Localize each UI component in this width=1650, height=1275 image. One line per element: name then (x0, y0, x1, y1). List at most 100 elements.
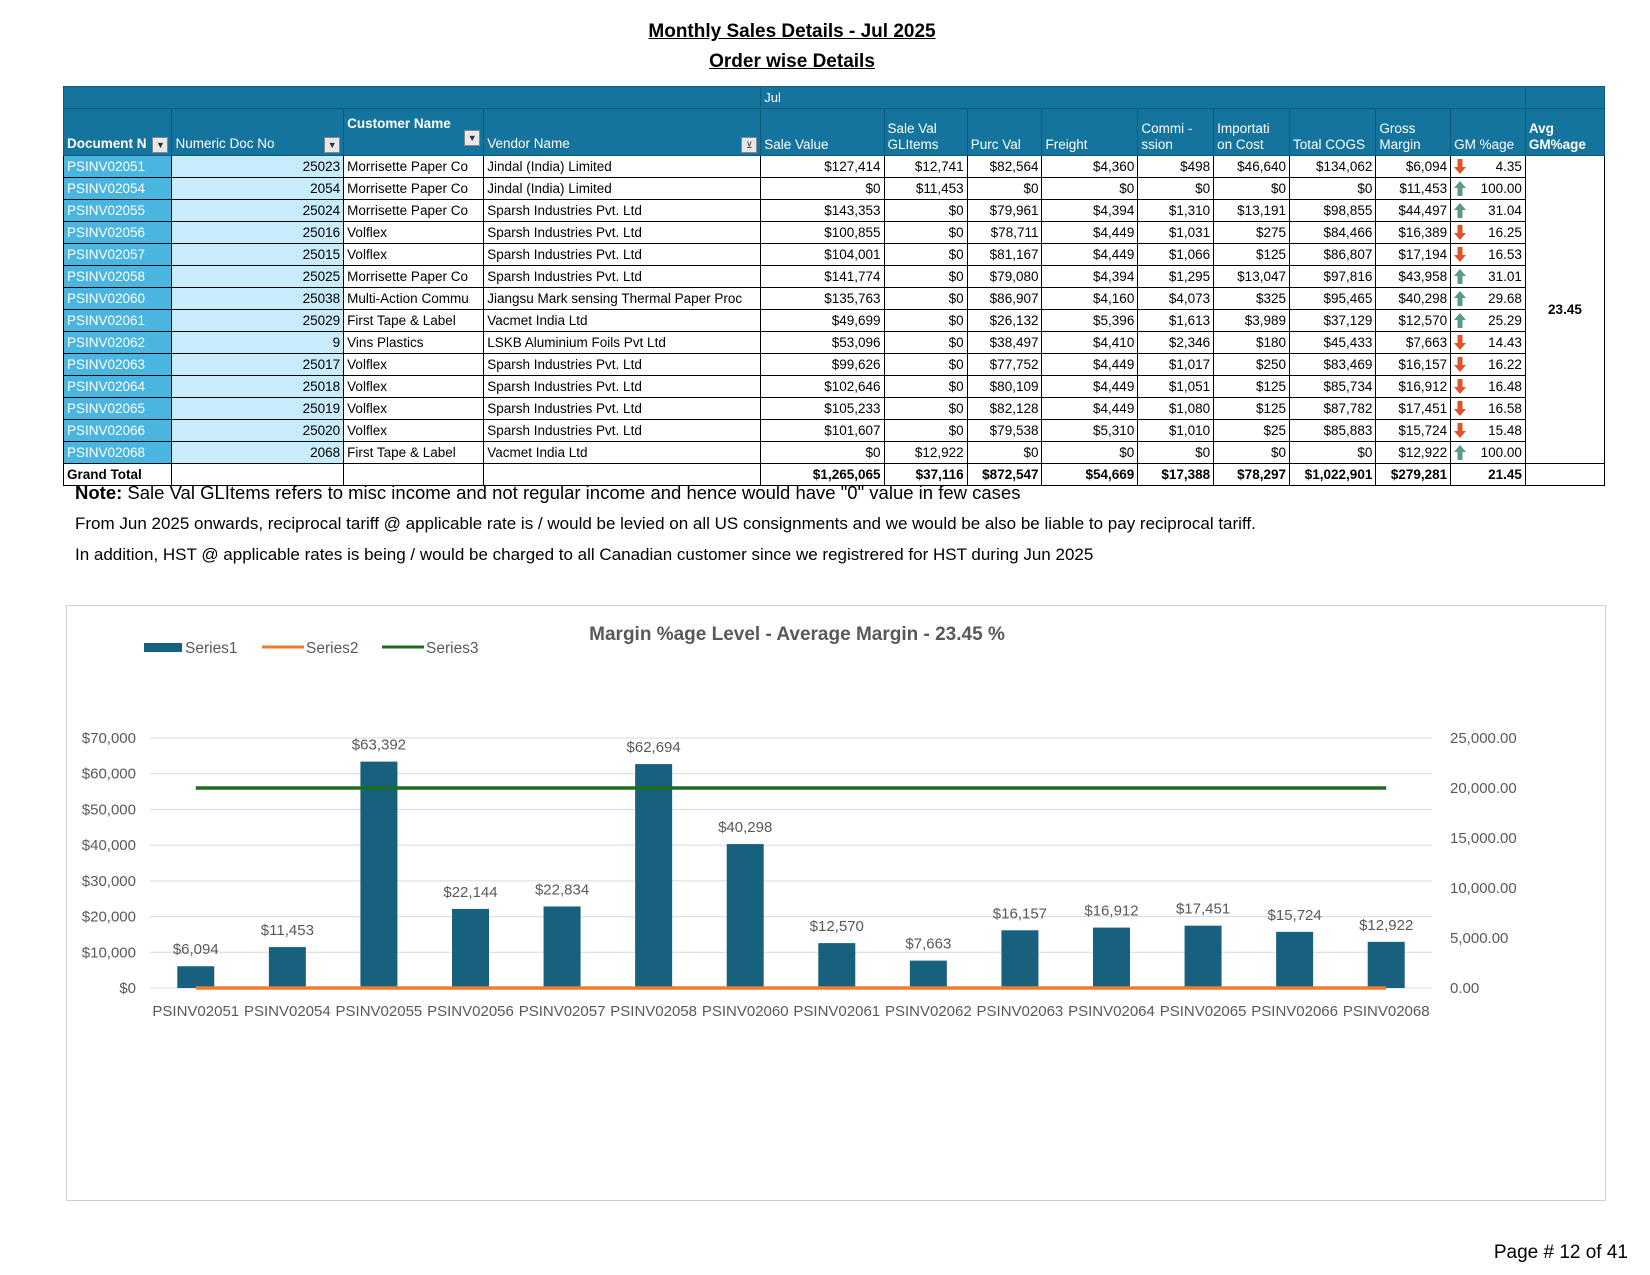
doc-no-cell[interactable]: PSINV02065 (62, 397, 173, 420)
customer-cell: First Tape & Label (343, 309, 485, 332)
doc-no-cell[interactable]: PSINV02054 (62, 177, 173, 200)
arrow-up-icon (1454, 445, 1467, 460)
avg-gm-cell: 23.45 (1524, 155, 1606, 464)
bar-data-label: $12,570 (810, 918, 864, 935)
doc-no-cell[interactable]: PSINV02061 (62, 309, 173, 332)
gm-pct-cell: 100.00 (1450, 177, 1526, 200)
y-tick-label: $0 (119, 980, 136, 997)
col-sale-value: Sale Value (760, 108, 885, 156)
doc-no-cell[interactable]: PSINV02051 (62, 155, 173, 178)
purc-cell: $86,907 (966, 287, 1043, 310)
col-numeric-doc-no[interactable]: ▼ Numeric Doc No (171, 108, 345, 156)
doc-no-cell[interactable]: PSINV02066 (62, 419, 173, 442)
y2-tick-label: 10,000.00 (1450, 880, 1517, 897)
doc-no-cell[interactable]: PSINV02062 (62, 331, 173, 354)
gm-pct-cell: 100.00 (1450, 441, 1526, 464)
doc-no-cell[interactable]: PSINV02057 (62, 243, 173, 266)
sale-cell: $127,414 (760, 155, 885, 178)
freight-cell: $5,310 (1041, 419, 1139, 442)
y-tick-label: $70,000 (82, 730, 136, 747)
x-tick-label: PSINV02062 (885, 1003, 972, 1020)
comm-cell: $498 (1137, 155, 1215, 178)
y2-tick-label: 25,000.00 (1450, 730, 1517, 747)
filter-active-icon[interactable]: ⊻ (741, 137, 758, 153)
freight-cell: $4,394 (1041, 199, 1139, 222)
arrow-down-icon (1454, 247, 1467, 262)
doc-no-cell[interactable]: PSINV02056 (62, 221, 173, 244)
report-subtitle: Order wise Details (709, 51, 875, 72)
column-header-row: ▼ Document N ▼ Numeric Doc No Customer Nam… (62, 108, 1606, 156)
numeric-doc-cell: 25024 (171, 199, 345, 222)
table-row: PSINV02064 25018 Volflex Sparsh Industries … (62, 375, 1605, 398)
doc-no-cell[interactable]: PSINV02068 (62, 441, 173, 464)
vendor-cell: Sparsh Industries Pvt. Ltd (483, 199, 762, 222)
comm-cell: $1,613 (1137, 309, 1215, 332)
bar-data-label: $22,144 (443, 884, 497, 901)
gm-cell: $11,453 (1375, 177, 1452, 200)
vendor-cell: Vacmet India Ltd (483, 309, 762, 332)
cogs-cell: $45,433 (1288, 331, 1377, 354)
x-tick-label: PSINV02063 (977, 1003, 1064, 1020)
glitems-cell: $0 (883, 397, 968, 420)
doc-no-cell[interactable]: PSINV02058 (62, 265, 173, 288)
arrow-up-icon (1454, 203, 1467, 218)
customer-cell: Volflex (343, 397, 485, 420)
bar (635, 764, 673, 988)
bar (360, 761, 398, 988)
gm-pct-cell: 15.48 (1450, 419, 1526, 442)
glitems-cell: $0 (883, 309, 968, 332)
y2-tick-label: 20,000.00 (1450, 780, 1517, 797)
import-cell: $325 (1213, 287, 1290, 310)
comm-cell: $1,031 (1137, 221, 1215, 244)
col-gm-pct: GM %age (1450, 108, 1526, 156)
col-document-no[interactable]: ▼ Document N (62, 108, 173, 156)
customer-cell: Morrisette Paper Co (343, 199, 485, 222)
numeric-doc-cell: 25015 (171, 243, 345, 266)
purc-cell: $79,538 (966, 419, 1043, 442)
doc-no-cell[interactable]: PSINV02060 (62, 287, 173, 310)
numeric-doc-cell: 9 (171, 331, 345, 354)
freight-cell: $4,449 (1041, 375, 1139, 398)
import-cell: $0 (1213, 441, 1290, 464)
numeric-doc-cell: 25019 (171, 397, 345, 420)
y-tick-label: $30,000 (82, 873, 136, 890)
glitems-cell: $0 (883, 287, 968, 310)
import-cell: $125 (1213, 397, 1290, 420)
gm-cell: $15,724 (1375, 419, 1452, 442)
doc-no-cell[interactable]: PSINV02055 (62, 199, 173, 222)
bar (452, 908, 489, 988)
cogs-cell: $0 (1288, 441, 1377, 464)
bar-data-label: $40,298 (718, 819, 772, 836)
arrow-up-icon (1454, 269, 1467, 284)
page-number: Page # 12 of 41 (1493, 1242, 1628, 1263)
note-label: Note: (75, 482, 123, 503)
glitems-cell: $0 (883, 353, 968, 376)
table-row: PSINV02054 2054 Morrisette Paper Co Jindal … (62, 177, 1605, 200)
doc-no-cell[interactable]: PSINV02063 (62, 353, 173, 376)
col-customer-name[interactable]: Customer Name ▼ (343, 108, 485, 156)
vendor-cell: Sparsh Industries Pvt. Ltd (483, 397, 762, 420)
cogs-cell: $37,129 (1288, 309, 1377, 332)
filter-dropdown-icon[interactable]: ▼ (324, 137, 341, 153)
customer-cell: Volflex (343, 419, 485, 442)
glitems-cell: $0 (883, 265, 968, 288)
filter-dropdown-icon[interactable]: ▼ (464, 130, 481, 146)
vendor-cell: Jindal (India) Limited (483, 155, 762, 178)
x-tick-label: PSINV02065 (1160, 1003, 1247, 1020)
filter-dropdown-icon[interactable]: ▼ (152, 137, 169, 153)
col-vendor-name[interactable]: ⊻ Vendor Name (483, 108, 762, 156)
arrow-up-icon (1454, 291, 1467, 306)
gm-pct-cell: 16.22 (1450, 353, 1526, 376)
doc-no-cell[interactable]: PSINV02064 (62, 375, 173, 398)
customer-cell: Volflex (343, 221, 485, 244)
freight-cell: $0 (1041, 177, 1139, 200)
y-tick-label: $60,000 (82, 766, 136, 783)
month-header-row: Jul (62, 86, 1606, 109)
gm-pct-cell: 14.43 (1450, 331, 1526, 354)
note-line-2: From Jun 2025 onwards, reciprocal tariff… (75, 514, 1256, 533)
x-tick-label: PSINV02055 (336, 1003, 423, 1020)
customer-cell: Volflex (343, 375, 485, 398)
y-tick-label: $20,000 (82, 909, 136, 926)
numeric-doc-cell: 25023 (171, 155, 345, 178)
legend-label: Series2 (306, 640, 359, 657)
